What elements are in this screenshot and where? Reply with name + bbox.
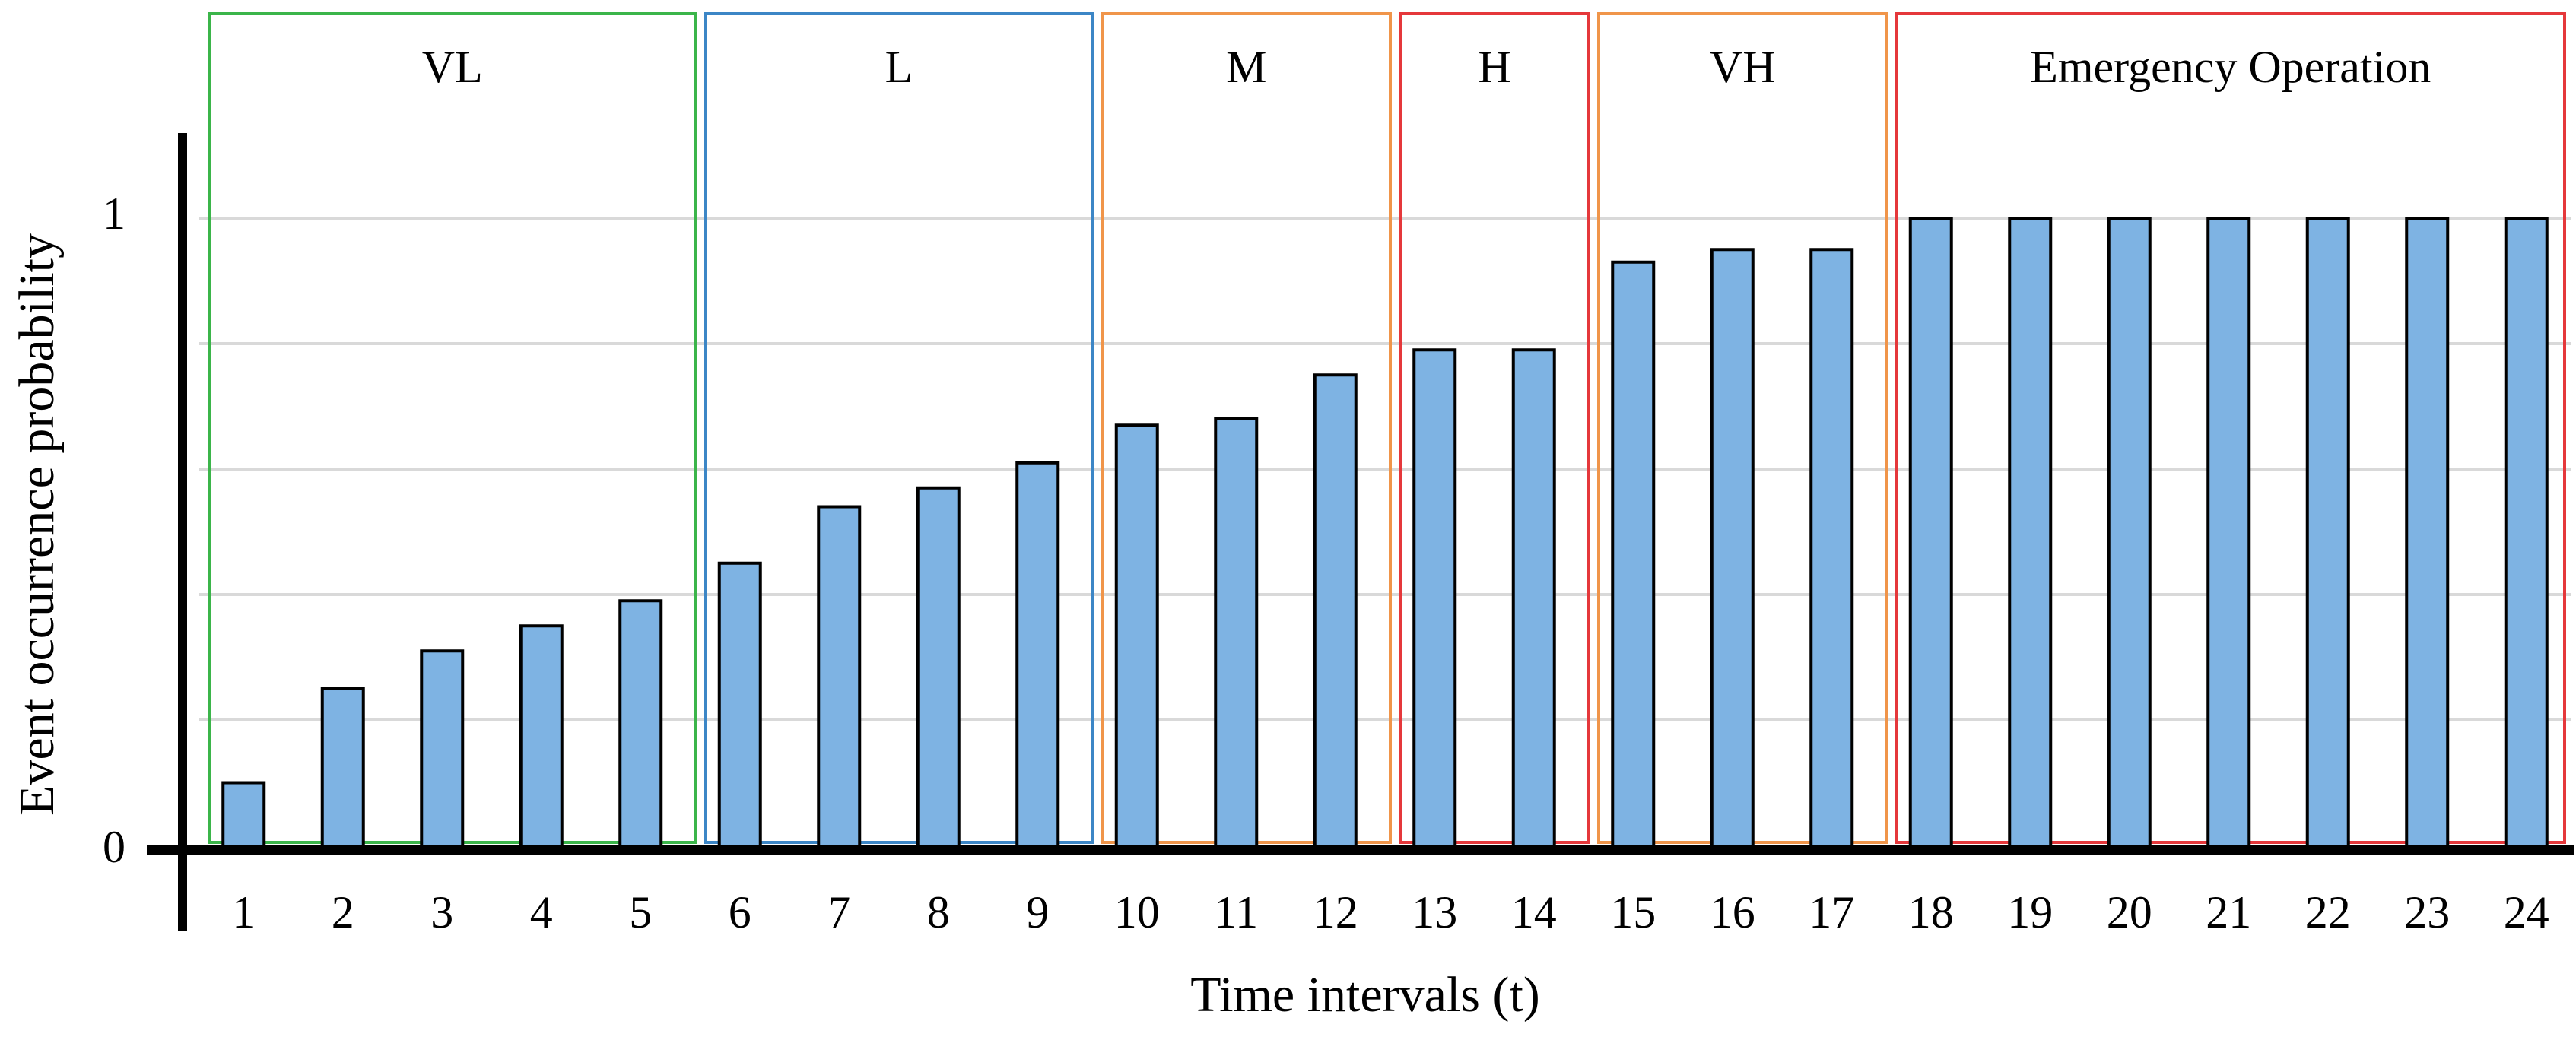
x-tick-labels: 1 2 3 4 5 6 7 8 9 10 11 12 13 14 15 16 17 18 19 20 21 22 23 24 (232, 887, 2549, 937)
y-tick-labels: 0 1 (103, 189, 125, 872)
x-tick-label-22: 22 (2305, 887, 2351, 937)
x-tick-label-12: 12 (1313, 887, 1358, 937)
x-tick-label-13: 13 (1412, 887, 1457, 937)
region-label-5: Emergency Operation (2030, 42, 2431, 92)
y-tick-label-0: 0 (103, 822, 125, 872)
x-tick-label-6: 6 (729, 887, 751, 937)
bar-20 (2107, 217, 2152, 851)
bar-21 (2206, 217, 2251, 851)
x-tick-label-5: 5 (629, 887, 652, 937)
bar-15 (1611, 260, 1656, 851)
x-tick-label-21: 21 (2206, 887, 2251, 937)
bar-9 (1015, 461, 1060, 851)
x-tick-label-11: 11 (1214, 887, 1258, 937)
bars (221, 217, 2549, 851)
region-labels: VL L M H VH Emergency Operation (422, 42, 2431, 92)
bar-17 (1809, 248, 1854, 851)
x-tick-label-3: 3 (430, 887, 453, 937)
x-tick-label-18: 18 (1908, 887, 1954, 937)
x-tick-label-23: 23 (2404, 887, 2450, 937)
region-box-3 (1399, 12, 1590, 844)
x-tick-label-9: 9 (1026, 887, 1049, 937)
bar-3 (420, 649, 465, 851)
region-label-2: M (1226, 42, 1266, 92)
region-label-3: H (1478, 42, 1510, 92)
region-label-0: VL (422, 42, 483, 92)
x-tick-label-17: 17 (1809, 887, 1854, 937)
bar-6 (717, 561, 762, 851)
y-axis-label: Event occurrence probability (9, 233, 65, 816)
x-tick-label-15: 15 (1610, 887, 1656, 937)
x-tick-label-10: 10 (1114, 887, 1160, 937)
bar-23 (2405, 217, 2450, 851)
x-tick-label-7: 7 (827, 887, 850, 937)
bar-7 (817, 505, 862, 851)
x-tick-label-20: 20 (2107, 887, 2152, 937)
region-box-1 (704, 12, 1094, 844)
bar-2 (320, 687, 365, 851)
y-tick-label-1: 1 (103, 189, 125, 239)
x-tick-label-19: 19 (2007, 887, 2053, 937)
x-tick-label-1: 1 (232, 887, 255, 937)
x-tick-label-2: 2 (332, 887, 354, 937)
axes (147, 133, 2574, 931)
bar-11 (1214, 417, 1259, 851)
x-tick-label-4: 4 (530, 887, 553, 937)
grid-lines (199, 217, 2571, 721)
bar-19 (2008, 217, 2053, 851)
bar-18 (1908, 217, 1953, 851)
bar-1 (221, 781, 266, 851)
bar-13 (1412, 348, 1457, 851)
bar-4 (519, 624, 564, 851)
x-tick-label-16: 16 (1710, 887, 1755, 937)
bar-24 (2504, 217, 2549, 851)
region-label-1: L (885, 42, 913, 92)
region-label-4: VH (1710, 42, 1776, 92)
bar-5 (618, 599, 663, 851)
bar-8 (916, 486, 961, 851)
x-tick-label-24: 24 (2504, 887, 2549, 937)
x-tick-label-14: 14 (1511, 887, 1557, 937)
x-axis-label: Time intervals (t) (1190, 967, 1540, 1023)
bar-12 (1313, 373, 1358, 851)
x-tick-label-8: 8 (927, 887, 950, 937)
bar-16 (1710, 248, 1755, 851)
bar-10 (1114, 423, 1159, 851)
bar-14 (1511, 348, 1556, 851)
bar-22 (2305, 217, 2350, 851)
